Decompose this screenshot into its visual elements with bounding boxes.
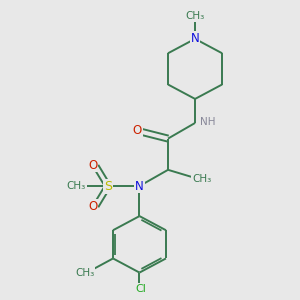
Text: N: N: [135, 180, 144, 193]
Text: O: O: [88, 200, 98, 213]
Text: O: O: [88, 158, 98, 172]
Text: CH₃: CH₃: [67, 181, 86, 191]
Text: CH₃: CH₃: [192, 174, 211, 184]
Text: N: N: [191, 32, 200, 45]
Text: S: S: [104, 180, 112, 193]
Text: CH₃: CH₃: [75, 268, 94, 278]
Text: O: O: [133, 124, 142, 137]
Text: NH: NH: [200, 117, 215, 128]
Text: CH₃: CH₃: [185, 11, 205, 21]
Text: Cl: Cl: [136, 284, 147, 294]
